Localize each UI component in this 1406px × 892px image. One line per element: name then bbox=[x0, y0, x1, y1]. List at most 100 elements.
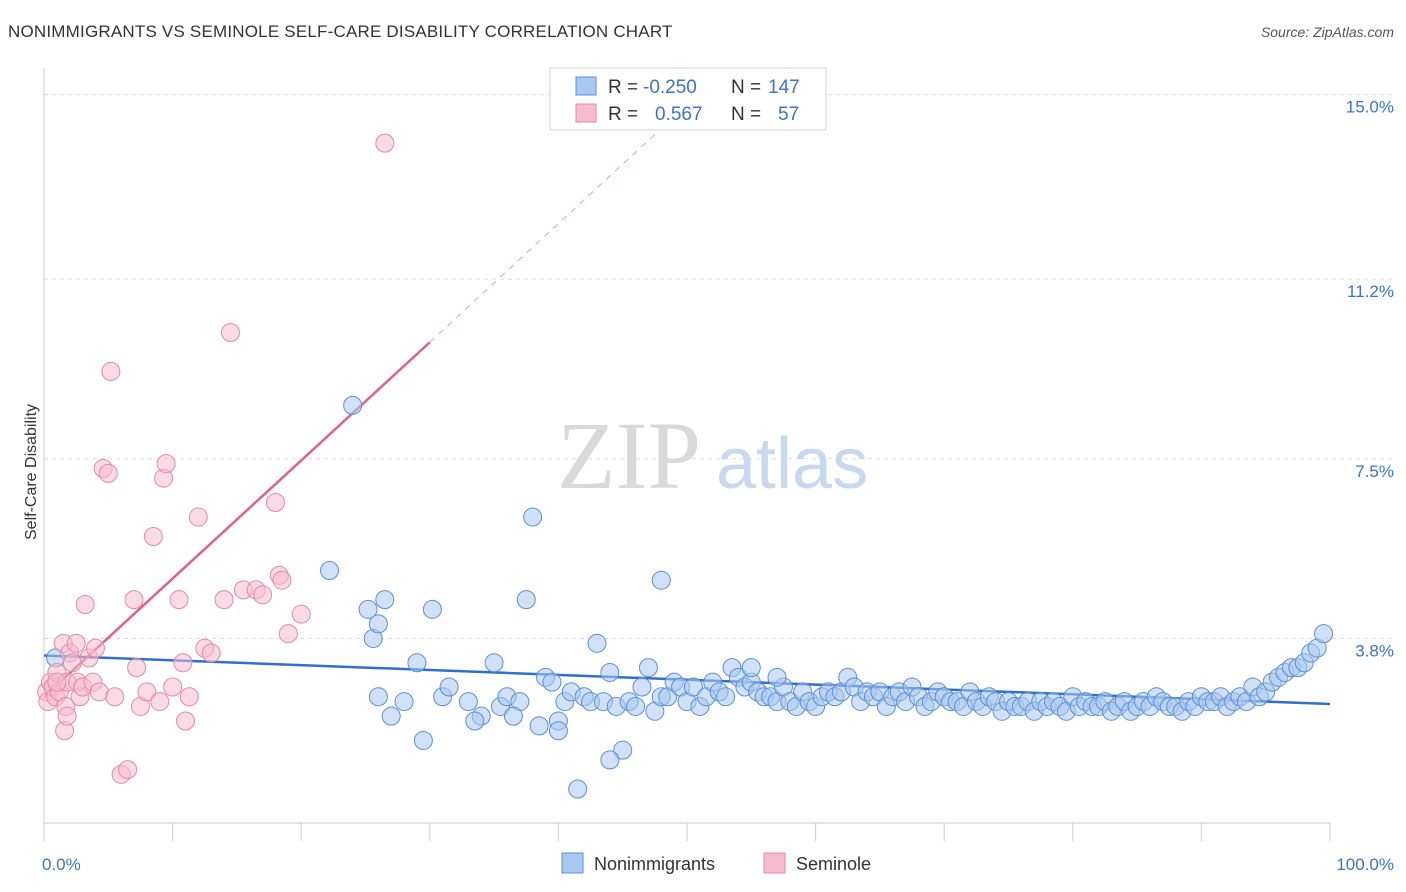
point-nonimmigrants-28 bbox=[568, 779, 588, 799]
legend-r-label-1: R = bbox=[608, 77, 638, 98]
point-seminole-47 bbox=[253, 585, 273, 605]
point-nonimmigrants-46 bbox=[683, 677, 703, 697]
point-seminole-39 bbox=[179, 687, 199, 707]
point-seminole-42 bbox=[201, 643, 221, 663]
point-nonimmigrants-11 bbox=[422, 599, 442, 619]
point-seminole-43 bbox=[214, 590, 234, 610]
point-nonimmigrants-33 bbox=[600, 662, 620, 682]
bottom-legend: Nonimmigrants Seminole bbox=[561, 852, 871, 874]
legend-n-label-1: N = bbox=[731, 77, 761, 98]
point-nonimmigrants-7 bbox=[381, 706, 401, 726]
point-nonimmigrants-6 bbox=[368, 687, 388, 707]
bottom-legend-swatch-seminole bbox=[763, 852, 786, 874]
legend-n-label-2: N = bbox=[731, 104, 761, 125]
y-tick-labels: 3.8% 7.5% 11.2% 15.0% bbox=[1346, 98, 1394, 661]
point-nonimmigrants-35 bbox=[613, 740, 633, 760]
point-nonimmigrants-152 bbox=[651, 570, 671, 590]
point-nonimmigrants-51 bbox=[716, 687, 736, 707]
point-seminole-22 bbox=[98, 463, 118, 483]
point-seminole-51 bbox=[278, 624, 298, 644]
point-nonimmigrants-144 bbox=[1314, 624, 1334, 644]
point-nonimmigrants-21 bbox=[523, 507, 543, 527]
point-nonimmigrants-147 bbox=[767, 667, 787, 687]
legend-n-value-1: 147 bbox=[768, 77, 800, 98]
point-nonimmigrants-149 bbox=[503, 706, 523, 726]
watermark-atlas: atlas bbox=[716, 424, 868, 504]
point-nonimmigrants-8 bbox=[394, 692, 414, 712]
point-seminole-31 bbox=[143, 526, 163, 546]
point-seminole-19 bbox=[85, 638, 105, 658]
point-seminole-37 bbox=[173, 653, 193, 673]
trend-extension-seminole bbox=[429, 128, 662, 343]
point-nonimmigrants-5 bbox=[375, 590, 395, 610]
x-tick-label-0: 0.0% bbox=[42, 855, 81, 874]
trend-nonimmigrants bbox=[43, 654, 1331, 706]
point-seminole-56 bbox=[57, 706, 77, 726]
point-nonimmigrants-14 bbox=[458, 692, 478, 712]
y-tick-label-0: 3.8% bbox=[1355, 641, 1394, 660]
y-axis-label: Self-Care Disability bbox=[23, 404, 40, 540]
point-nonimmigrants-10 bbox=[413, 730, 433, 750]
x-tick-label-1: 100.0% bbox=[1336, 855, 1394, 874]
point-nonimmigrants-24 bbox=[542, 672, 562, 692]
point-seminole-35 bbox=[163, 677, 183, 697]
point-seminole-32 bbox=[150, 692, 170, 712]
series-nonimmigrants bbox=[46, 395, 1334, 799]
point-seminole-44 bbox=[220, 323, 240, 343]
y-tick-label-2: 11.2% bbox=[1347, 282, 1394, 301]
legend-swatch-seminole bbox=[575, 103, 597, 123]
point-nonimmigrants-0 bbox=[319, 560, 339, 580]
point-nonimmigrants-150 bbox=[548, 721, 568, 741]
y-tick-label-3: 15.0% bbox=[1346, 98, 1394, 117]
point-nonimmigrants-22 bbox=[529, 716, 549, 736]
point-seminole-53 bbox=[375, 133, 395, 153]
trend-lines bbox=[43, 128, 1331, 706]
point-nonimmigrants-31 bbox=[587, 633, 607, 653]
x-tick-labels: 0.0% 100.0% bbox=[42, 855, 1394, 874]
point-seminole-24 bbox=[105, 687, 125, 707]
point-seminole-34 bbox=[156, 454, 176, 474]
legend-r-value-1: -0.250 bbox=[643, 77, 697, 98]
series-seminole bbox=[37, 133, 395, 784]
legend-swatch-nonimmigrants bbox=[575, 76, 597, 96]
point-nonimmigrants-146 bbox=[741, 658, 761, 678]
gridlines bbox=[44, 94, 1395, 639]
point-seminole-50 bbox=[272, 570, 292, 590]
point-seminole-54 bbox=[47, 672, 67, 692]
watermark: ZIP atlas bbox=[557, 402, 868, 509]
point-seminole-48 bbox=[265, 492, 285, 512]
legend-r-value-2: 0.567 bbox=[655, 104, 703, 125]
point-seminole-11 bbox=[62, 653, 82, 673]
point-nonimmigrants-20 bbox=[516, 590, 536, 610]
legend: R = -0.250 N = 147 R = 0.567 N = 57 bbox=[549, 67, 827, 131]
legend-n-value-2: 57 bbox=[778, 104, 799, 125]
point-seminole-28 bbox=[127, 658, 147, 678]
point-nonimmigrants-39 bbox=[638, 658, 658, 678]
point-nonimmigrants-9 bbox=[407, 653, 427, 673]
bottom-legend-nonimmigrants: Nonimmigrants bbox=[594, 854, 715, 874]
point-nonimmigrants-148 bbox=[465, 711, 485, 731]
point-seminole-52 bbox=[291, 604, 311, 624]
point-nonimmigrants-1 bbox=[343, 395, 363, 415]
data-points bbox=[37, 133, 1334, 799]
point-seminole-36 bbox=[169, 590, 189, 610]
point-seminole-30 bbox=[137, 682, 157, 702]
point-nonimmigrants-37 bbox=[626, 696, 646, 716]
point-seminole-23 bbox=[101, 361, 121, 381]
bottom-legend-swatch-nonimmigrants bbox=[561, 852, 584, 874]
point-seminole-16 bbox=[75, 594, 95, 614]
point-nonimmigrants-13 bbox=[439, 677, 459, 697]
point-nonimmigrants-38 bbox=[632, 677, 652, 697]
point-nonimmigrants-4 bbox=[368, 614, 388, 634]
chart-title: NONIMMIGRANTS VS SEMINOLE SELF-CARE DISA… bbox=[8, 22, 673, 41]
legend-r-label-2: R = bbox=[608, 104, 638, 125]
trend-seminole bbox=[43, 341, 431, 698]
point-seminole-12 bbox=[66, 633, 86, 653]
point-seminole-26 bbox=[118, 760, 138, 780]
point-seminole-40 bbox=[188, 507, 208, 527]
bottom-legend-seminole: Seminole bbox=[796, 854, 871, 874]
source-label: Source: ZipAtlas.com bbox=[1260, 24, 1394, 40]
y-tick-label-1: 7.5% bbox=[1355, 462, 1394, 481]
point-nonimmigrants-16 bbox=[484, 653, 504, 673]
